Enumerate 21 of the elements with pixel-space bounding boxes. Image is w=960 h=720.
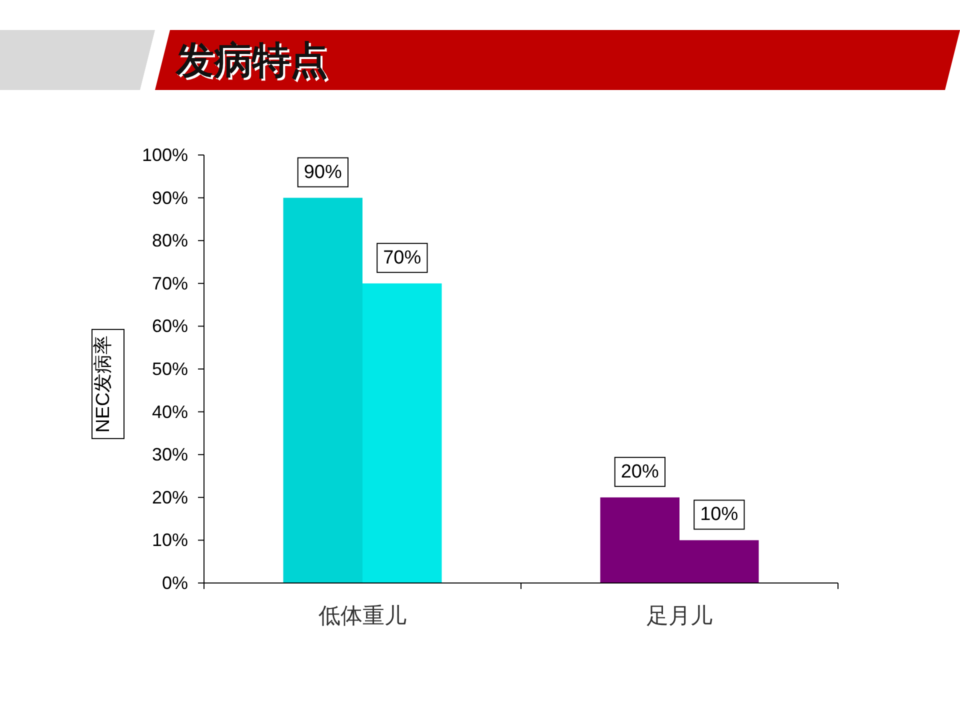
y-tick-label: 40% [152,402,188,422]
bar [362,283,442,583]
x-tick-label: 低体重儿 [318,603,406,628]
y-axis-title: NEC发病率 [92,335,114,433]
data-label: 20% [620,461,659,482]
x-tick-label: 足月儿 [646,603,712,628]
bar [283,198,362,583]
data-label: 70% [383,247,422,268]
y-tick-label: 60% [152,316,188,336]
chart-title: 发病特点 [177,42,330,84]
y-tick-label: 70% [152,273,188,294]
data-label: 10% [700,504,738,526]
y-tick-label: 0% [162,573,188,593]
y-tick-label: 80% [152,230,188,251]
y-tick-label: 90% [152,188,188,208]
y-tick-label: 30% [152,444,188,465]
y-tick-label: 100% [142,145,188,165]
data-label: 90% [304,162,342,183]
y-tick-label: 20% [152,487,188,508]
y-tick-label: 50% [152,359,188,379]
y-tick-label: 10% [152,530,188,550]
